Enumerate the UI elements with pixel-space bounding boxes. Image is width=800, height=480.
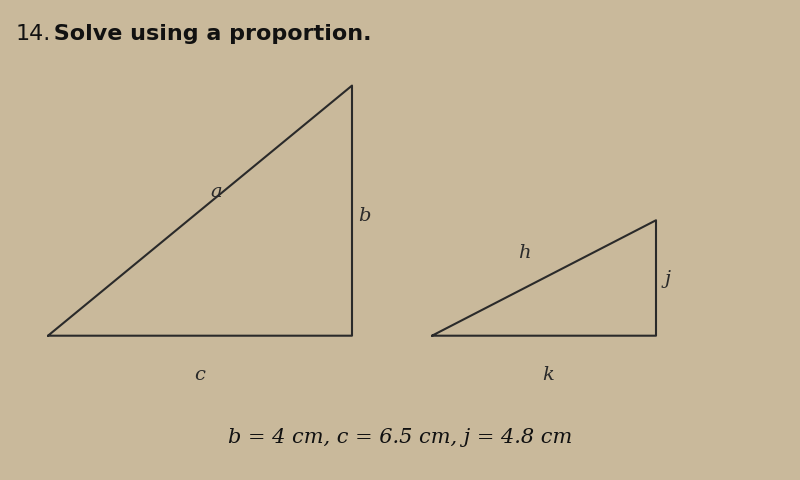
Text: b: b: [358, 207, 370, 225]
Text: Solve using a proportion.: Solve using a proportion.: [46, 24, 372, 44]
Text: k: k: [542, 365, 554, 384]
Text: h: h: [518, 243, 530, 261]
Text: j: j: [665, 269, 671, 288]
Text: b = 4 cm, c = 6.5 cm, j = 4.8 cm: b = 4 cm, c = 6.5 cm, j = 4.8 cm: [228, 427, 572, 446]
Text: a: a: [210, 183, 222, 201]
Text: 14.: 14.: [16, 24, 51, 44]
Text: c: c: [194, 365, 206, 384]
